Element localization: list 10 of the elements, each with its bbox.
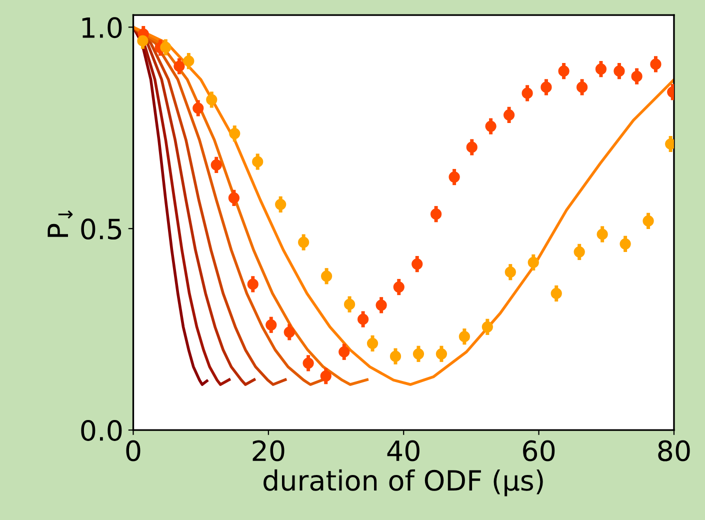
y-axis-title: P$_{↓}$ [48,210,73,237]
x-tick-label: 80 [658,440,690,462]
y-tick-label: 0.5 [81,218,122,240]
x-tick-label: 20 [252,440,284,462]
x-tick-label: 0 [126,440,140,462]
y-tick-label: 1.0 [82,17,122,38]
x-axis-title: duration of ODF (μs) [264,469,543,496]
x-tick-label: 40 [387,440,420,462]
y-tick-label: 0.0 [81,420,122,441]
x-tick-label: 60 [523,440,555,462]
